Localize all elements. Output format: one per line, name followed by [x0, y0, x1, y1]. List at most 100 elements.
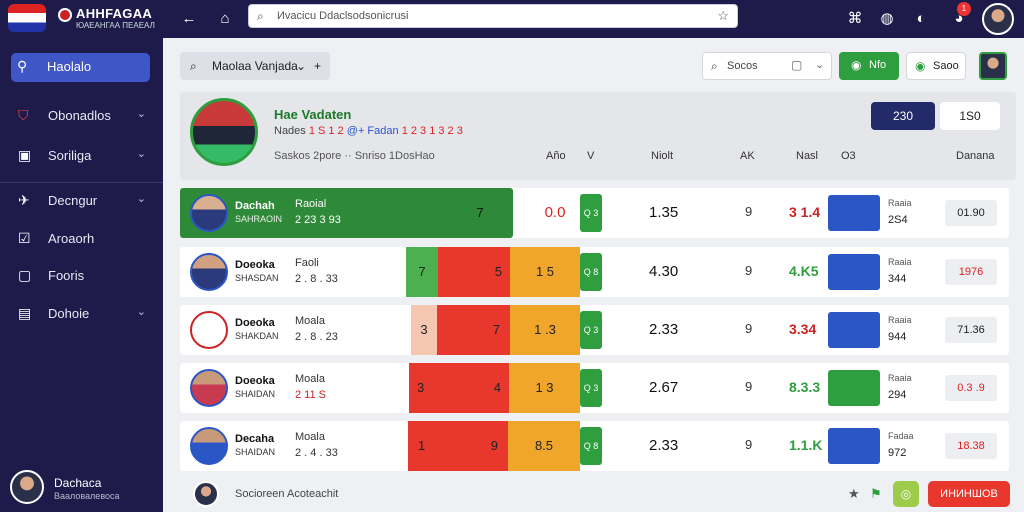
- avatar[interactable]: [982, 3, 1014, 35]
- status-tag[interactable]: Q 8: [580, 427, 602, 465]
- table-row[interactable]: Dachah SAHRAOIN Raoial 2 23 3 93 7 0.0 Q…: [180, 188, 1009, 238]
- status-tag[interactable]: Q 8: [580, 253, 602, 291]
- info-button[interactable]: ◉ Nfo: [839, 52, 899, 80]
- player-columns: Saskos 2pore ·· Snriso 1DosHao: [274, 150, 435, 162]
- chat-icon[interactable]: ◍: [880, 10, 894, 27]
- sidebar-item-label: Obonadlos: [48, 108, 111, 123]
- status-tag[interactable]: Q 3: [580, 311, 602, 349]
- add-icon[interactable]: +: [314, 59, 322, 73]
- filter-dropdown[interactable]: ⌕ Maolaa Vanjada ⌄ +: [180, 52, 330, 80]
- sidebar-item-obonadlos[interactable]: ⛉ Obonadlos ⌄: [12, 102, 152, 128]
- col-header-niolt[interactable]: Niolt: [651, 150, 674, 162]
- value-main: 2.33: [649, 321, 679, 338]
- table-row[interactable]: Doeoka SHAIDAN Moala 2 11 S 3 4 1 3 Q 3 …: [180, 363, 1009, 413]
- search-bar[interactable]: ⌕ Иvacicu Ddaclsodsonicrusi ☆: [248, 4, 738, 28]
- stat-secondary[interactable]: 1S0: [940, 102, 1000, 130]
- col-header-year[interactable]: Año: [546, 150, 566, 162]
- player-meta-2: 2 . 8 . 33: [295, 273, 338, 285]
- crest-value: 944: [888, 331, 907, 343]
- rating-seg-1: 1: [418, 438, 426, 453]
- favorite-icon[interactable]: ☆: [717, 8, 729, 23]
- chevron-down-icon: ⌄: [136, 108, 146, 120]
- notification-badge: 1: [957, 2, 971, 16]
- value-small: 9: [745, 204, 753, 219]
- sub-b: 1 S 1 2: [308, 125, 344, 137]
- save-label: Saoo: [933, 60, 959, 72]
- odds-pill[interactable]: 71.36: [945, 317, 997, 343]
- player-meta-2: 2 11 S: [295, 389, 326, 401]
- odds-pill[interactable]: 01.90: [945, 200, 997, 226]
- bookmark-icon[interactable]: ⌂: [220, 10, 230, 27]
- value-small: 9: [745, 437, 753, 452]
- app-subtitle: ЮАЕАНГАА ПЕАЕАЛ: [76, 21, 155, 30]
- value-score: 8.3.3: [789, 379, 821, 395]
- brand-mark-icon: [58, 8, 72, 22]
- odds-pill[interactable]: 0.3 .9: [945, 375, 997, 401]
- sidebar-item-aroaorh[interactable]: ☑ Aroaorh: [12, 225, 152, 251]
- odds-pill[interactable]: 18.38: [945, 433, 997, 459]
- save-button[interactable]: ◉ Saoo: [906, 52, 966, 80]
- star-icon[interactable]: ★: [848, 486, 860, 501]
- player-team: SHAIDAN: [235, 389, 276, 399]
- crest-label: Raaia: [888, 373, 912, 383]
- sidebar-item-label: Fooris: [48, 268, 85, 283]
- player-team: SAHRAOIN: [235, 214, 283, 224]
- notification-icon[interactable]: ◕: [954, 10, 964, 27]
- col-header-o3[interactable]: O3: [841, 150, 856, 162]
- col-header-danana[interactable]: Danana: [956, 150, 995, 162]
- crest-label: Raaia: [888, 257, 912, 267]
- player-meta-2: 2 . 8 . 23: [295, 331, 338, 343]
- grid-icon[interactable]: ⌘: [847, 10, 863, 27]
- back-arrow-icon[interactable]: ←: [181, 10, 197, 27]
- value-main: 1.35: [649, 204, 679, 221]
- sort-select[interactable]: ⌕ Socos ▢ ⌄: [702, 52, 832, 80]
- avatar[interactable]: [193, 481, 219, 507]
- player-name: Doeoka: [235, 317, 275, 329]
- odds-pill[interactable]: 1976: [945, 259, 997, 285]
- value-small: 9: [745, 321, 753, 336]
- col-header-nasl[interactable]: Nasl: [796, 150, 819, 162]
- rating-seg-pair: 1 9: [408, 421, 508, 471]
- player-avatar: [190, 253, 228, 291]
- check-box-icon: ☑: [18, 230, 31, 246]
- player-meta: Moala: [295, 373, 325, 385]
- help-icon[interactable]: ◐: [916, 10, 926, 27]
- team-crest-icon: [828, 370, 880, 406]
- refresh-icon[interactable]: ◎: [893, 481, 919, 507]
- sidebar-item-dohoie[interactable]: ▤ Dohoie ⌄: [12, 300, 152, 326]
- avatar[interactable]: [10, 470, 44, 504]
- crest-value: 344: [888, 273, 907, 285]
- player-name: Decaha: [235, 433, 275, 445]
- sidebar-item-label: Decngur: [48, 193, 98, 208]
- search-input[interactable]: Иvacicu Ddaclsodsonicrusi: [277, 10, 409, 22]
- col-header-ak[interactable]: AK: [740, 150, 755, 162]
- col-header-v[interactable]: V: [587, 150, 595, 162]
- value-main: 4.30: [649, 263, 679, 280]
- player-meta: Raoial: [295, 198, 327, 210]
- table-row[interactable]: Decaha SHAIDAN Moala 2 . 4 . 33 1 9 8.5 …: [180, 421, 1009, 471]
- sidebar-item-fooris[interactable]: ▢ Fooris: [12, 262, 152, 288]
- crest-value: 2S4: [888, 214, 908, 226]
- search-icon: ⌕: [190, 59, 197, 73]
- sidebar-item-home[interactable]: ⚲ Haolalo: [11, 53, 150, 82]
- user-name: Dachaca: [54, 476, 102, 490]
- player-thumbnail[interactable]: [979, 52, 1007, 80]
- sidebar-divider: [0, 182, 163, 183]
- crest-label: Raaia: [888, 198, 912, 208]
- sidebar-item-soriliga[interactable]: ▣ Soriliga ⌄: [12, 142, 152, 168]
- rating-seg-2: 4: [493, 380, 501, 395]
- action-button[interactable]: ИНИНШОВ: [928, 481, 1010, 507]
- value-score: 3.34: [789, 321, 817, 337]
- rating-seg-3: 1 5: [510, 247, 580, 297]
- table-row[interactable]: Doeoka SHAKDAN Moala 2 . 8 . 23 3 7 1 .3…: [180, 305, 1009, 355]
- value-score: 3 1.4: [789, 204, 821, 220]
- sidebar-item-label: Aroaorh: [48, 231, 95, 246]
- stat-primary[interactable]: 230: [871, 102, 935, 130]
- flag-icon[interactable]: ⚑: [870, 486, 882, 501]
- sidebar-item-decngur[interactable]: ✈ Decngur ⌄: [12, 187, 152, 213]
- status-tag[interactable]: Q 3: [580, 369, 602, 407]
- player-meta: Moala: [295, 431, 325, 443]
- rating-seg-3: 8.5: [508, 421, 580, 471]
- status-tag[interactable]: Q 3: [580, 194, 602, 232]
- table-row[interactable]: Doeoka SHASDAN Faoli 2 . 8 . 33 7 5 1 5 …: [180, 247, 1009, 297]
